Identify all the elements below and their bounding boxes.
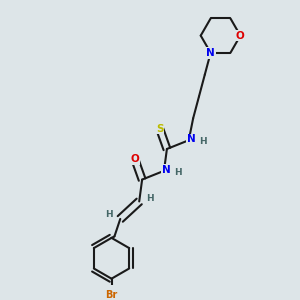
Text: H: H	[199, 137, 207, 146]
Text: S: S	[156, 124, 164, 134]
Text: H: H	[146, 194, 154, 203]
Text: N: N	[162, 165, 171, 175]
Text: N: N	[187, 134, 196, 144]
Text: N: N	[206, 48, 215, 58]
Text: O: O	[130, 154, 139, 164]
Text: H: H	[174, 168, 182, 177]
Text: H: H	[105, 210, 113, 219]
Text: Br: Br	[105, 290, 118, 300]
Text: O: O	[236, 31, 245, 40]
